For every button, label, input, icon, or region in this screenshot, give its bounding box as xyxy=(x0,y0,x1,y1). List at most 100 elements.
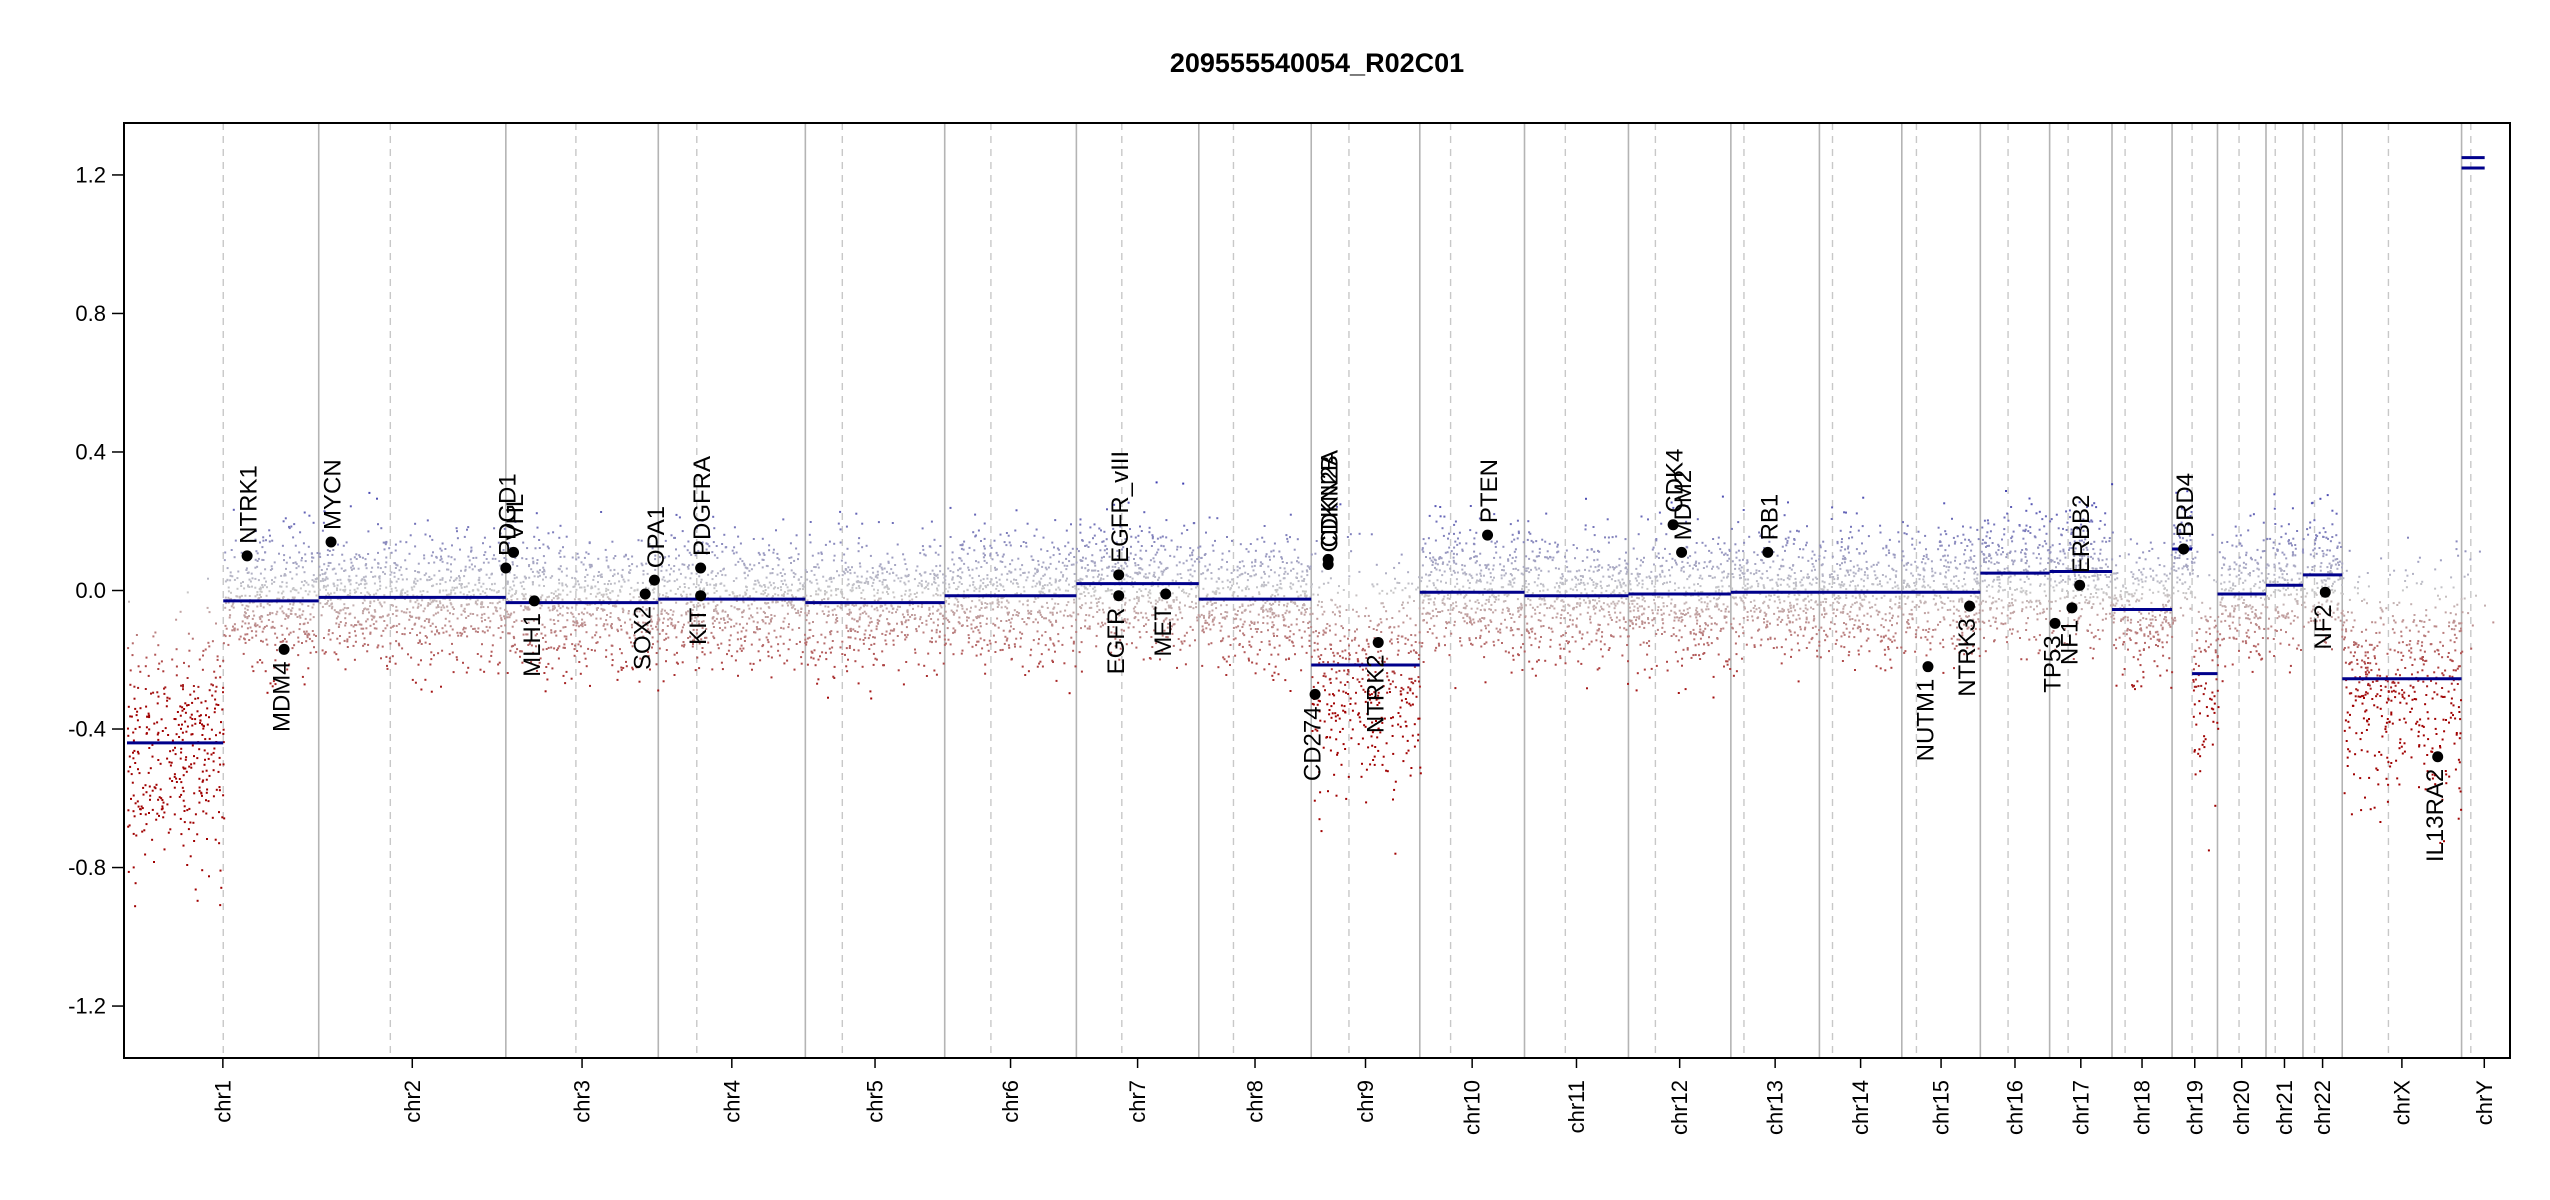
probe-point xyxy=(292,536,295,539)
probe-point xyxy=(161,799,164,801)
probe-point xyxy=(1305,569,1308,572)
probe-point xyxy=(815,593,818,596)
probe-point xyxy=(1192,607,1195,610)
probe-point xyxy=(333,585,336,588)
probe-point xyxy=(1219,629,1222,632)
probe-point xyxy=(527,621,530,624)
probe-point xyxy=(246,616,249,618)
probe-point xyxy=(984,663,987,666)
probe-point xyxy=(216,658,219,661)
probe-point xyxy=(565,670,568,673)
probe-point xyxy=(881,591,884,594)
probe-point xyxy=(1079,592,1082,595)
probe-point xyxy=(975,654,978,657)
probe-point xyxy=(791,628,794,631)
probe-point xyxy=(416,606,419,609)
probe-point xyxy=(621,568,624,571)
probe-point xyxy=(664,595,667,598)
probe-point xyxy=(1185,592,1188,595)
probe-point xyxy=(559,565,562,568)
probe-point xyxy=(583,652,586,655)
probe-point xyxy=(776,552,779,555)
probe-point xyxy=(1030,648,1033,651)
probe-point xyxy=(742,610,745,613)
probe-point xyxy=(1110,593,1113,595)
probe-point xyxy=(403,627,406,630)
probe-point xyxy=(713,584,716,587)
probe-point xyxy=(960,583,963,585)
probe-point xyxy=(1246,579,1249,582)
probe-point xyxy=(535,512,538,515)
probe-point xyxy=(930,637,933,640)
probe-point xyxy=(435,556,438,559)
probe-point xyxy=(421,599,424,602)
probe-point xyxy=(561,598,564,601)
probe-point xyxy=(336,587,338,590)
probe-point xyxy=(427,602,430,604)
probe-point xyxy=(198,748,201,751)
probe-point xyxy=(1225,660,1228,663)
probe-point xyxy=(467,666,470,669)
probe-point xyxy=(511,563,514,566)
probe-point xyxy=(933,572,936,575)
probe-point xyxy=(1296,560,1298,563)
probe-point xyxy=(1022,586,1025,589)
probe-point xyxy=(167,734,170,736)
probe-point xyxy=(1273,635,1275,637)
probe-point xyxy=(975,587,978,590)
probe-point xyxy=(525,633,528,636)
probe-point xyxy=(1075,631,1078,633)
probe-point xyxy=(1117,567,1120,570)
probe-point xyxy=(355,624,358,627)
probe-point xyxy=(758,638,761,641)
probe-point xyxy=(867,581,870,583)
probe-point xyxy=(541,594,544,597)
probe-point xyxy=(1293,601,1296,604)
probe-point xyxy=(191,744,194,747)
probe-point xyxy=(499,607,502,610)
probe-point xyxy=(783,662,786,665)
probe-point xyxy=(538,645,541,648)
probe-point xyxy=(516,598,519,601)
probe-point xyxy=(390,587,393,590)
probe-point xyxy=(185,730,188,733)
probe-point xyxy=(1338,669,1341,672)
probe-point xyxy=(201,723,203,726)
probe-point xyxy=(1039,592,1042,595)
probe-point xyxy=(184,711,187,714)
probe-point xyxy=(385,556,388,559)
probe-point xyxy=(550,592,553,594)
probe-point xyxy=(501,552,504,555)
probe-point xyxy=(1215,590,1218,593)
probe-point xyxy=(495,591,498,594)
probe-point xyxy=(1101,540,1104,543)
probe-point xyxy=(825,621,828,624)
probe-point xyxy=(201,770,204,773)
probe-point xyxy=(886,570,888,573)
probe-point xyxy=(488,626,491,629)
probe-point xyxy=(1093,586,1096,589)
probe-point xyxy=(271,625,274,628)
probe-point xyxy=(1061,575,1064,578)
probe-point xyxy=(683,563,686,566)
probe-point xyxy=(1138,630,1141,633)
probe-point xyxy=(782,518,785,521)
probe-point xyxy=(961,624,964,627)
probe-point xyxy=(669,617,672,620)
probe-point xyxy=(236,595,239,598)
probe-point xyxy=(572,624,575,627)
probe-point xyxy=(683,586,686,589)
probe-point xyxy=(754,583,757,586)
probe-point xyxy=(130,773,133,776)
probe-point xyxy=(903,616,905,619)
probe-point xyxy=(894,564,897,566)
probe-point xyxy=(1272,549,1275,552)
probe-point xyxy=(827,597,830,600)
probe-point xyxy=(755,590,758,593)
probe-point xyxy=(743,571,746,574)
probe-point xyxy=(360,579,363,582)
probe-point xyxy=(978,574,980,577)
probe-point xyxy=(407,653,409,656)
probe-point xyxy=(206,838,208,840)
probe-point xyxy=(844,603,847,606)
